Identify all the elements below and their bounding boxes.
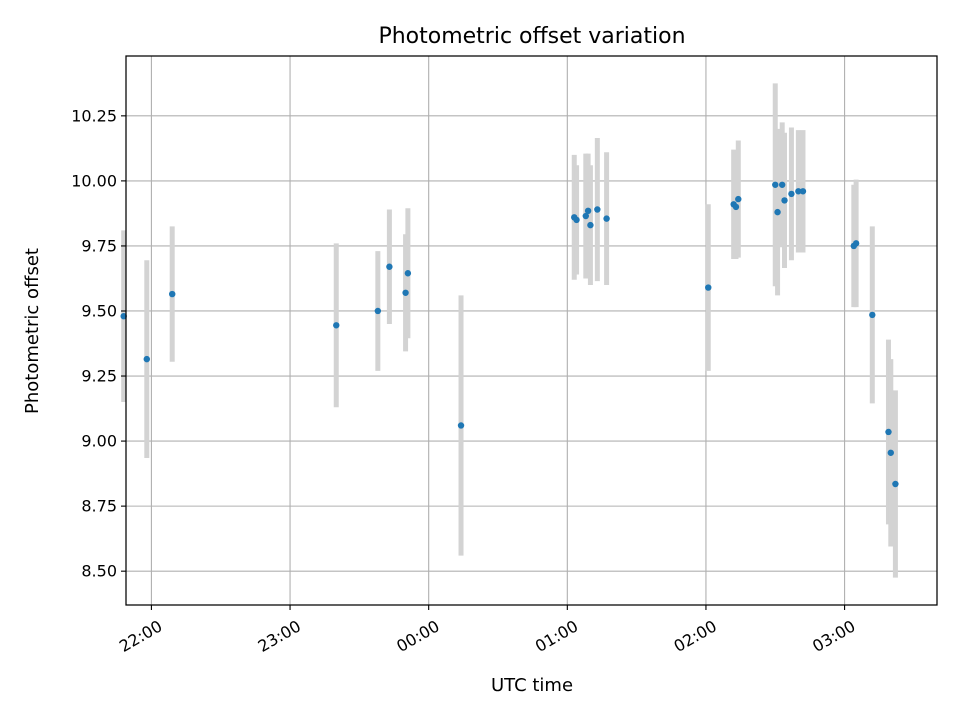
data-point: [705, 284, 712, 291]
data-point: [143, 355, 150, 363]
data-point: [869, 311, 876, 319]
data-point: [788, 190, 795, 198]
data-point: [587, 221, 594, 229]
y-tick-label: 10.00: [71, 171, 117, 190]
data-point: [778, 181, 786, 188]
data-point: [772, 181, 779, 188]
data-point: [404, 270, 412, 277]
data-point: [582, 212, 589, 220]
grid: [126, 56, 937, 605]
data-point: [774, 208, 781, 216]
data-point: [457, 422, 465, 429]
data-points: [120, 181, 899, 488]
data-point: [386, 263, 393, 270]
data-point: [852, 240, 860, 247]
data-point: [120, 312, 127, 320]
plot-frame: [125, 55, 938, 606]
y-tick-label: 9.25: [81, 367, 117, 386]
y-tick-label: 8.50: [81, 562, 117, 581]
data-point: [402, 289, 409, 296]
data-point: [735, 195, 742, 203]
data-point: [732, 203, 740, 211]
data-point: [374, 307, 382, 315]
data-point: [799, 188, 807, 195]
data-point: [584, 207, 592, 215]
y-tick-label: 8.75: [81, 497, 117, 516]
y-tick-label: 9.50: [81, 301, 117, 320]
y-tick-label: 9.75: [81, 236, 117, 255]
data-point: [333, 322, 340, 329]
data-point: [887, 449, 894, 456]
data-point: [795, 188, 802, 195]
y-tick-label: 10.25: [71, 106, 117, 125]
y-axis-label: Photometric offset: [22, 248, 43, 414]
data-point: [594, 206, 601, 213]
data-point: [573, 216, 580, 224]
data-point: [885, 428, 892, 436]
data-point: [781, 197, 788, 204]
y-tick-label: 9.00: [81, 432, 117, 451]
chart-title: Photometric offset variation: [378, 24, 685, 49]
data-point: [892, 480, 899, 488]
data-point: [169, 290, 176, 298]
x-axis-label: UTC time: [491, 675, 573, 696]
data-point: [603, 215, 610, 222]
